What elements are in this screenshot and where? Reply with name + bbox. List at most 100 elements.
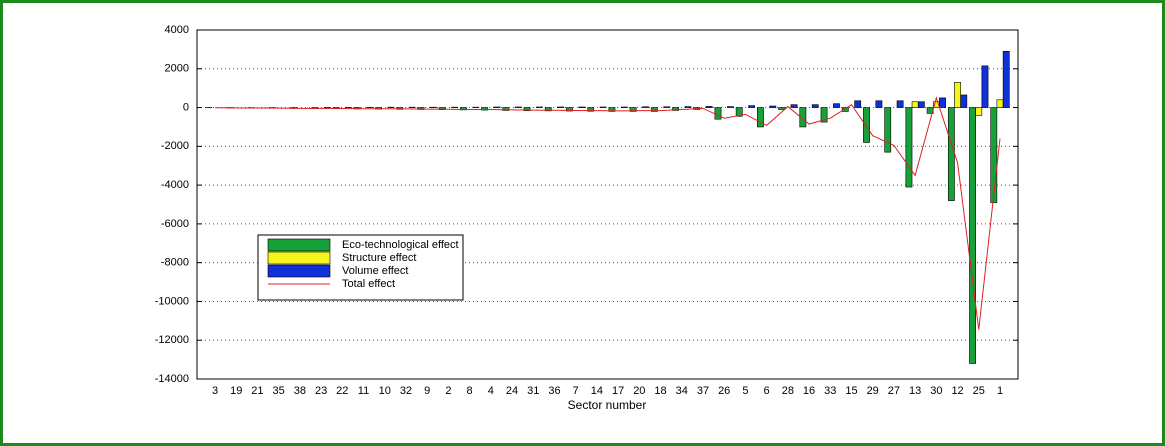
- x-tick-label: 17: [612, 385, 624, 397]
- x-tick-label: 1: [997, 385, 1003, 397]
- legend-label: Volume effect: [342, 265, 408, 277]
- bar: [981, 65, 989, 108]
- axes-box: [196, 29, 1019, 380]
- x-tick-label: 27: [888, 385, 900, 397]
- x-tick-label: 19: [230, 385, 242, 397]
- bar: [996, 99, 1004, 108]
- bar: [544, 107, 552, 112]
- bar: [833, 103, 840, 108]
- x-tick-label: 11: [358, 385, 369, 397]
- x-tick-label: 6: [764, 385, 770, 397]
- y-tick-label: -12000: [155, 334, 189, 346]
- bar: [790, 104, 798, 108]
- legend-label: Total effect: [342, 278, 395, 290]
- x-tick-label: 18: [654, 385, 666, 397]
- bar: [778, 107, 786, 110]
- bar: [1002, 51, 1010, 108]
- x-tick-label: 34: [676, 385, 688, 397]
- bar: [672, 107, 679, 111]
- y-tick-label: 0: [183, 101, 189, 113]
- plot-area: [197, 30, 1018, 379]
- bar: [954, 82, 961, 108]
- legend-label: Eco-technological effect: [342, 239, 459, 251]
- bar: [990, 107, 998, 203]
- bar: [557, 106, 565, 108]
- bar: [705, 106, 713, 108]
- bar: [502, 107, 510, 111]
- x-tick-label: 35: [273, 385, 285, 397]
- bar: [884, 107, 892, 153]
- bar: [811, 104, 819, 108]
- bar: [960, 94, 968, 108]
- bar: [663, 106, 671, 108]
- bar: [620, 106, 628, 108]
- x-tick-label: 28: [782, 385, 794, 397]
- bar: [911, 101, 919, 108]
- bar: [536, 106, 543, 108]
- bar: [493, 106, 501, 108]
- x-tick-label: 5: [742, 385, 748, 397]
- bar: [481, 107, 489, 111]
- x-tick-label: 16: [803, 385, 815, 397]
- x-tick-label: 7: [573, 385, 579, 397]
- bar: [947, 107, 955, 201]
- x-tick-label: 2: [445, 385, 451, 397]
- bar: [975, 107, 983, 116]
- x-tick-label: 9: [424, 385, 430, 397]
- bar: [599, 106, 607, 108]
- bar: [799, 107, 807, 128]
- x-tick-label: 4: [488, 385, 494, 397]
- x-tick-label: 24: [506, 385, 518, 397]
- bar: [905, 107, 913, 188]
- bar: [841, 107, 849, 112]
- bar: [587, 107, 595, 112]
- x-tick-label: 25: [973, 385, 985, 397]
- y-tick-label: 4000: [165, 24, 189, 36]
- bar: [523, 107, 531, 111]
- x-tick-label: 38: [294, 385, 306, 397]
- bar: [863, 107, 870, 143]
- bar: [578, 106, 586, 108]
- x-tick-label: 14: [591, 385, 603, 397]
- bar: [875, 100, 883, 108]
- y-tick-label: -2000: [161, 140, 189, 152]
- bar: [629, 107, 637, 112]
- bar: [514, 106, 522, 108]
- x-tick-label: 29: [867, 385, 879, 397]
- x-tick-label: 20: [633, 385, 645, 397]
- x-tick-label: 13: [909, 385, 921, 397]
- x-tick-label: 3: [212, 385, 218, 397]
- y-tick-label: -10000: [155, 295, 189, 307]
- bar: [642, 106, 649, 108]
- bar: [735, 107, 743, 117]
- x-tick-label: 30: [930, 385, 942, 397]
- bar: [608, 107, 616, 112]
- bar: [769, 105, 777, 108]
- x-tick-label: 8: [467, 385, 473, 397]
- y-tick-label: 2000: [165, 63, 189, 75]
- bar: [684, 106, 692, 108]
- x-tick-label: 22: [336, 385, 348, 397]
- line: [214, 96, 1001, 330]
- bar: [748, 105, 756, 108]
- bar: [896, 100, 904, 108]
- x-tick-label: 26: [718, 385, 730, 397]
- bar: [854, 100, 862, 108]
- x-tick-label: 15: [845, 385, 857, 397]
- bar: [917, 101, 925, 108]
- legend-swatch: [267, 264, 331, 278]
- y-tick-label: -4000: [161, 179, 189, 191]
- x-tick-label: 33: [824, 385, 836, 397]
- x-tick-label: 23: [315, 385, 327, 397]
- bar: [939, 97, 946, 108]
- x-tick-label: 37: [697, 385, 709, 397]
- x-axis-title: Sector number: [568, 398, 647, 412]
- x-tick-label: 36: [548, 385, 560, 397]
- y-tick-label: -14000: [155, 373, 189, 385]
- x-tick-label: 10: [379, 385, 391, 397]
- bar: [566, 107, 573, 112]
- y-tick-label: -6000: [161, 218, 189, 230]
